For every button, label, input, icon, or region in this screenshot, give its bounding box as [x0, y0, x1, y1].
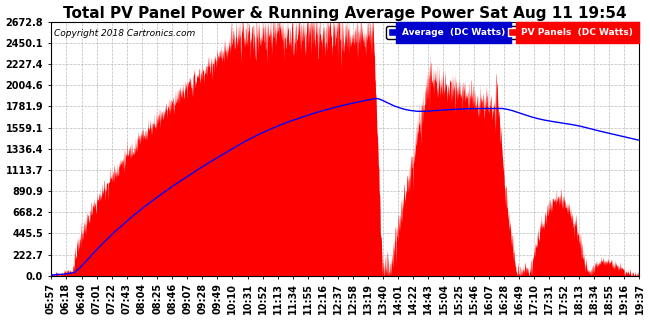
Legend: Average  (DC Watts), PV Panels  (DC Watts): Average (DC Watts), PV Panels (DC Watts) — [386, 26, 635, 39]
Text: Copyright 2018 Cartronics.com: Copyright 2018 Cartronics.com — [54, 29, 195, 38]
Title: Total PV Panel Power & Running Average Power Sat Aug 11 19:54: Total PV Panel Power & Running Average P… — [63, 5, 627, 20]
